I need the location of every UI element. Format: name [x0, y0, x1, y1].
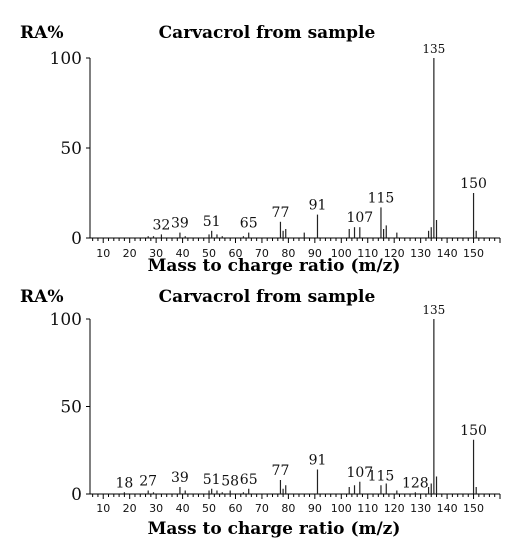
x-tick-label: 60	[228, 247, 242, 260]
y-ticks: 0 50 100	[50, 310, 90, 505]
x-tick-label: 10	[96, 502, 110, 515]
x-tick-label: 120	[384, 502, 405, 515]
peak-bars	[123, 319, 477, 494]
y-axis-label: RA%	[20, 23, 63, 43]
peak-label: 150	[460, 176, 487, 192]
peak-label: 39	[171, 470, 189, 486]
x-tick-label: 20	[123, 247, 137, 260]
peak-label: 135	[422, 303, 445, 317]
x-tick-label: 100	[331, 247, 352, 260]
x-ticks: 10 20 30 40 50 60 70 80 90 100 110 120 130 140 150	[92, 494, 501, 515]
peak-label: 135	[422, 42, 445, 56]
x-tick-label: 60	[228, 502, 242, 515]
x-tick-label: 90	[308, 502, 322, 515]
peak-label: 91	[309, 453, 327, 469]
peak-bars	[147, 58, 477, 238]
peak-label: 150	[460, 423, 487, 439]
x-tick-label: 80	[281, 502, 295, 515]
x-tick-label: 70	[255, 247, 269, 260]
x-tick-label: 100	[331, 502, 352, 515]
x-tick-label: 110	[357, 502, 378, 515]
peak-label: 39	[171, 216, 189, 232]
x-tick-label: 20	[123, 502, 137, 515]
x-tick-label: 120	[384, 247, 405, 260]
x-tick-label: 10	[96, 247, 110, 260]
y-ticks: 0 50 100	[50, 49, 90, 249]
y-tick-label: 100	[50, 310, 82, 330]
x-tick-label: 150	[463, 247, 484, 260]
peak-label: 77	[272, 205, 290, 221]
peak-label: 65	[240, 472, 258, 488]
y-tick-label: 100	[50, 49, 82, 69]
peak-label: 51	[203, 214, 221, 230]
x-tick-label: 140	[437, 247, 458, 260]
x-tick-label: 40	[176, 502, 190, 515]
x-tick-label: 30	[149, 247, 163, 260]
x-tick-label: 70	[255, 502, 269, 515]
x-tick-label: 140	[437, 502, 458, 515]
peak-label: 128	[402, 475, 429, 491]
y-tick-label: 0	[71, 229, 82, 249]
peak-label: 107	[346, 465, 373, 481]
peak-labels: 32 39 51 65 77 91 107 115 135 150	[153, 42, 487, 233]
x-tick-label: 30	[149, 502, 163, 515]
peak-label: 91	[309, 198, 327, 214]
x-tick-label: 130	[410, 247, 431, 260]
y-tick-label: 50	[60, 398, 82, 418]
x-tick-label: 90	[308, 247, 322, 260]
chart-title: Carvacrol from sample	[159, 287, 376, 307]
peak-label: 107	[346, 210, 373, 226]
x-tick-label: 110	[357, 247, 378, 260]
peak-label: 58	[221, 474, 239, 490]
peak-label: 115	[368, 190, 395, 206]
y-tick-label: 50	[60, 139, 82, 159]
x-tick-label: 50	[202, 247, 216, 260]
x-tick-label: 40	[176, 247, 190, 260]
peak-label: 115	[368, 468, 395, 484]
peak-label: 18	[115, 475, 133, 491]
peak-label: 32	[153, 217, 171, 233]
x-tick-label: 50	[202, 502, 216, 515]
peak-label: 51	[203, 472, 221, 488]
x-tick-label: 80	[281, 247, 295, 260]
chart-title: Carvacrol from sample	[159, 23, 376, 43]
x-axis-label: Mass to charge ratio (m/z)	[148, 256, 401, 276]
x-ticks: 10 20 30 40 50 60 70 80 90 100 110 120 130 140 150	[92, 238, 501, 260]
y-axis-label: RA%	[20, 287, 63, 307]
x-tick-label: 150	[463, 502, 484, 515]
spectrum-panel-2: RA% Carvacrol from sample 0 50 100 10 20 30 4…	[20, 287, 501, 539]
peak-label: 27	[139, 474, 157, 490]
x-tick-label: 130	[410, 502, 431, 515]
peak-label: 77	[272, 463, 290, 479]
y-tick-label: 0	[71, 485, 82, 505]
spectrum-panel-1: RA% Carvacrol from sample 0 50 100 10 20 30 4…	[20, 23, 501, 276]
x-axis-label: Mass to charge ratio (m/z)	[148, 519, 401, 539]
peak-label: 65	[240, 216, 258, 232]
